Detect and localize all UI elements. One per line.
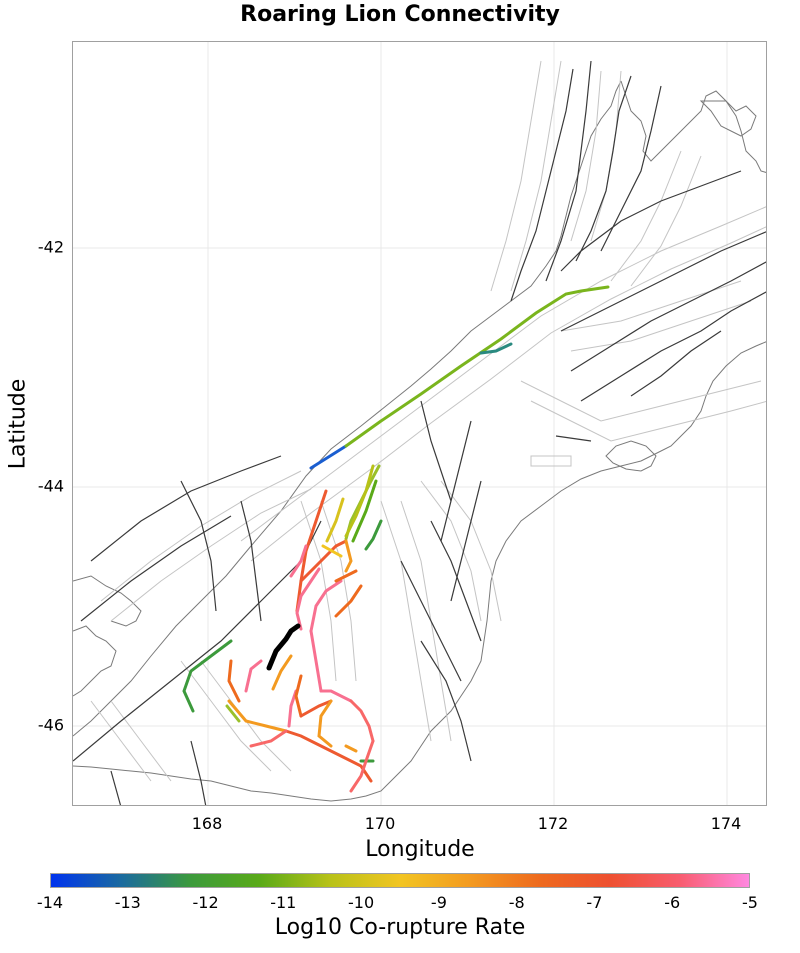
chart-title: Roaring Lion Connectivity (240, 2, 560, 27)
colorbar-tick-label: -8 (508, 893, 525, 912)
x-tick-label: 170 (364, 814, 396, 833)
y-axis-label: Latitude (5, 378, 31, 470)
fault-subsections (90, 60, 766, 782)
colorbar-tick-label: -9 (430, 893, 447, 912)
map-plot-area (72, 41, 767, 806)
map-canvas (73, 42, 766, 805)
colorbar-tick-label: -12 (192, 893, 219, 912)
colorbar-tick-label: -14 (36, 893, 64, 912)
colorbar-tick-label: -13 (114, 893, 141, 912)
colorbar-tick-label: -11 (270, 893, 297, 912)
x-tick-label: 168 (191, 814, 223, 833)
y-tick-label: -42 (37, 237, 64, 257)
colorbar (50, 873, 750, 888)
x-axis-label: Longitude (365, 837, 475, 862)
colorbar-tick-label: -6 (664, 893, 681, 912)
gridlines (73, 42, 766, 805)
y-tick-label: -46 (37, 715, 64, 735)
x-tick-label: 172 (537, 814, 569, 833)
fault-traces (73, 60, 766, 805)
co-rupture-segments (182, 285, 610, 793)
coastline (73, 80, 766, 802)
colorbar-tick-label: -10 (348, 893, 375, 912)
colorbar-tick-label: -5 (742, 893, 758, 912)
colorbar-tick-label: -7 (586, 893, 603, 912)
y-tick-label: -44 (37, 476, 64, 496)
x-tick-label: 174 (710, 814, 742, 833)
colorbar-label: Log10 Co-rupture Rate (274, 915, 526, 940)
